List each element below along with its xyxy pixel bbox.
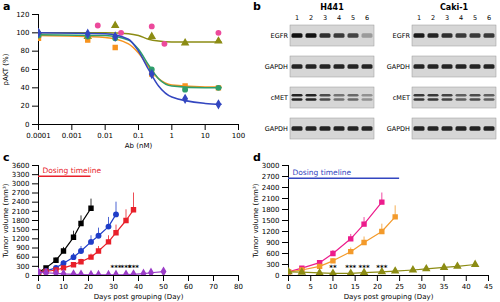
svg-text:80: 80 xyxy=(21,47,30,55)
svg-text:Dosing timeline: Dosing timeline xyxy=(293,168,352,177)
svg-text:2100: 2100 xyxy=(262,195,280,203)
svg-text:Dosing timeline: Dosing timeline xyxy=(43,166,102,175)
svg-text:2: 2 xyxy=(309,14,313,22)
svg-text:1: 1 xyxy=(170,132,174,140)
svg-text:80: 80 xyxy=(234,283,243,291)
svg-text:cMET: cMET xyxy=(393,94,410,102)
svg-text:1800: 1800 xyxy=(262,206,280,214)
svg-text:100: 100 xyxy=(16,29,29,37)
svg-text:GAPDH: GAPDH xyxy=(387,63,410,71)
svg-text:25: 25 xyxy=(395,283,404,291)
svg-text:10: 10 xyxy=(59,283,68,291)
svg-text:GAPDH: GAPDH xyxy=(265,63,288,71)
svg-text:60: 60 xyxy=(184,283,193,291)
svg-text:0.0001: 0.0001 xyxy=(26,132,51,140)
svg-text:H441: H441 xyxy=(320,3,344,12)
svg-text:2100: 2100 xyxy=(12,208,30,216)
svg-text:6: 6 xyxy=(365,14,369,22)
svg-text:3000: 3000 xyxy=(262,162,280,170)
svg-text:0.1: 0.1 xyxy=(133,132,144,140)
svg-text:2400: 2400 xyxy=(12,198,30,206)
html-text:d: d xyxy=(253,151,261,164)
svg-text:cMET: cMET xyxy=(271,94,288,102)
svg-text:***: *** xyxy=(345,264,356,272)
svg-text:1200: 1200 xyxy=(262,228,280,236)
svg-text:1500: 1500 xyxy=(262,217,280,225)
svg-text:35: 35 xyxy=(440,283,449,291)
svg-text:6: 6 xyxy=(487,14,491,22)
svg-text:15: 15 xyxy=(351,283,360,291)
svg-text:40: 40 xyxy=(134,283,143,291)
svg-text:Days post grouping (Day): Days post grouping (Day) xyxy=(94,293,184,301)
svg-text:5: 5 xyxy=(351,14,355,22)
svg-text:5: 5 xyxy=(308,283,312,291)
svg-text:600: 600 xyxy=(16,253,29,261)
html-text:c: c xyxy=(3,151,10,164)
svg-text:2400: 2400 xyxy=(262,184,280,192)
svg-text:50: 50 xyxy=(159,283,168,291)
svg-text:2700: 2700 xyxy=(262,173,280,181)
svg-text:3: 3 xyxy=(445,14,449,22)
svg-text:3: 3 xyxy=(323,14,327,22)
svg-text:900: 900 xyxy=(16,244,29,252)
svg-text:40: 40 xyxy=(21,84,30,92)
svg-text:0: 0 xyxy=(36,283,40,291)
svg-text:Tumor volume (mm³): Tumor volume (mm³) xyxy=(252,183,260,258)
svg-text:1200: 1200 xyxy=(12,235,30,243)
svg-text:20: 20 xyxy=(21,102,30,110)
svg-text:40: 40 xyxy=(462,283,471,291)
svg-text:EGFR: EGFR xyxy=(271,32,289,40)
svg-text:10: 10 xyxy=(201,132,210,140)
svg-text:Tumor volume (mm³): Tumor volume (mm³) xyxy=(2,183,10,258)
svg-text:60: 60 xyxy=(21,66,30,74)
svg-text:Caki-1: Caki-1 xyxy=(440,3,469,12)
svg-text:100: 100 xyxy=(232,132,245,140)
svg-text:900: 900 xyxy=(266,239,279,247)
svg-text:0: 0 xyxy=(25,121,29,129)
svg-text:GAPDH: GAPDH xyxy=(265,125,288,133)
html-text:b: b xyxy=(253,0,261,13)
svg-text:30: 30 xyxy=(417,283,426,291)
svg-text:5: 5 xyxy=(473,14,477,22)
svg-text:3000: 3000 xyxy=(12,180,30,188)
svg-text:0: 0 xyxy=(286,283,290,291)
svg-text:GAPDH: GAPDH xyxy=(387,125,410,133)
svg-text:EGFR: EGFR xyxy=(393,32,411,40)
svg-text:***: *** xyxy=(128,264,139,272)
svg-text:pAKT (%): pAKT (%) xyxy=(2,53,10,85)
svg-text:600: 600 xyxy=(266,250,279,258)
svg-text:1500: 1500 xyxy=(12,226,30,234)
svg-text:120: 120 xyxy=(16,11,29,19)
svg-text:4: 4 xyxy=(337,14,341,22)
svg-text:***: *** xyxy=(359,264,370,272)
svg-text:0.01: 0.01 xyxy=(97,132,113,140)
svg-text:1: 1 xyxy=(295,14,299,22)
svg-text:20: 20 xyxy=(84,283,93,291)
svg-text:0: 0 xyxy=(25,272,29,280)
svg-text:300: 300 xyxy=(266,261,279,269)
html-text:a: a xyxy=(3,0,11,13)
svg-text:Days post grouping (Day): Days post grouping (Day) xyxy=(344,293,434,301)
svg-text:0.001: 0.001 xyxy=(62,132,82,140)
svg-text:2: 2 xyxy=(431,14,435,22)
svg-text:***: *** xyxy=(376,264,387,272)
svg-text:1800: 1800 xyxy=(12,217,30,225)
svg-text:30: 30 xyxy=(109,283,118,291)
svg-text:2700: 2700 xyxy=(12,189,30,197)
svg-text:Ab (nM): Ab (nM) xyxy=(125,142,153,150)
svg-text:1: 1 xyxy=(417,14,421,22)
svg-text:70: 70 xyxy=(209,283,218,291)
svg-text:10: 10 xyxy=(328,283,337,291)
svg-text:20: 20 xyxy=(373,283,382,291)
svg-text:300: 300 xyxy=(16,263,29,271)
svg-text:45: 45 xyxy=(484,283,493,291)
svg-text:0: 0 xyxy=(275,272,279,280)
svg-text:3600: 3600 xyxy=(12,162,30,170)
svg-text:3300: 3300 xyxy=(12,171,30,179)
svg-text:4: 4 xyxy=(459,14,463,22)
svg-text:**: ** xyxy=(329,264,337,272)
